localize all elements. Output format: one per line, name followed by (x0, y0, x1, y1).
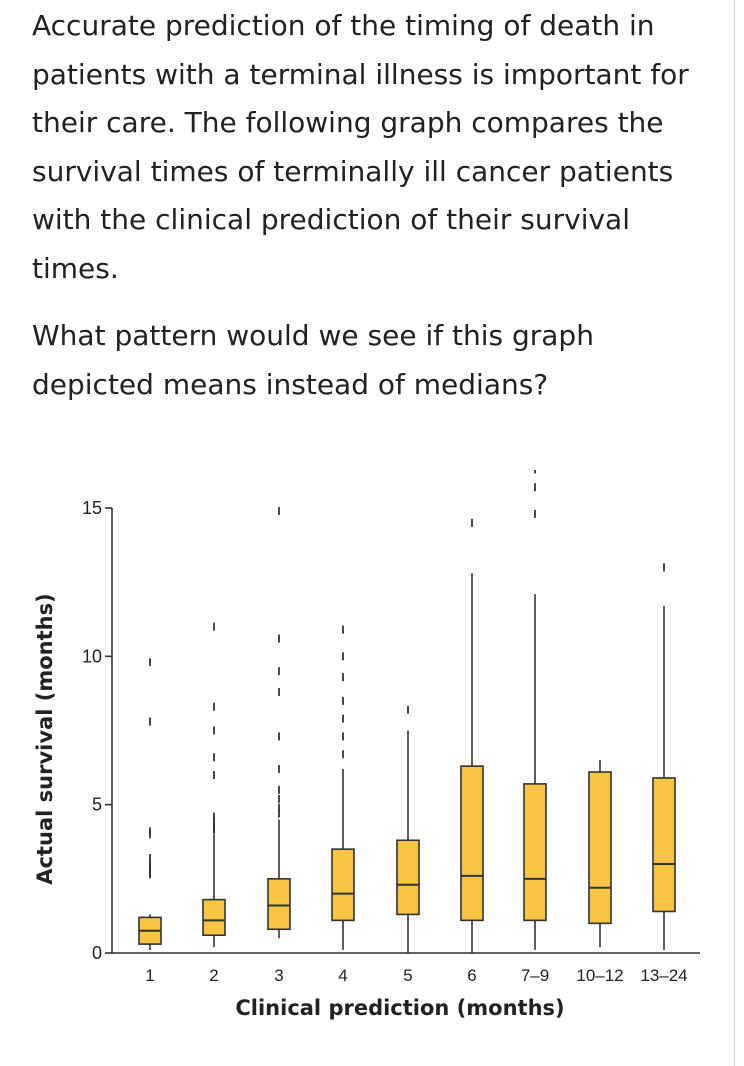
x-tick-label: 3 (274, 966, 283, 985)
chart-boxes (138, 470, 676, 953)
x-axis-title: Clinical prediction (months) (235, 996, 564, 1020)
x-tick-label: 1 (145, 966, 154, 985)
y-axis-title: Actual survival (months) (33, 593, 57, 884)
iqr-box (523, 783, 547, 922)
y-tick-label: 0 (92, 943, 102, 963)
x-tick-label: 5 (403, 966, 412, 985)
x-tick-label: 6 (467, 966, 476, 985)
y-tick-label: 15 (82, 498, 102, 518)
iqr-box (396, 839, 420, 916)
iqr-box (267, 878, 291, 931)
y-tick-label: 10 (82, 646, 102, 666)
iqr-box (202, 898, 226, 937)
x-tick-label: 10–12 (576, 966, 623, 985)
x-tick-label: 7–9 (521, 966, 549, 985)
iqr-box (652, 777, 676, 913)
chart-axes: 0 5 10 15 1 2 3 4 5 6 7–9 10–12 13–24 (82, 498, 700, 985)
y-tick-label: 5 (92, 795, 102, 815)
iqr-box (588, 771, 612, 925)
page-border (734, 0, 735, 1066)
iqr-box (460, 765, 484, 922)
x-tick-label: 2 (209, 966, 218, 985)
box-plot-chart: 0 5 10 15 1 2 3 4 5 6 7–9 10–12 13–24 Actual surviva… (33, 470, 700, 1020)
x-tick-label: 13–24 (640, 966, 687, 985)
question-paragraph-1: Accurate prediction of the timing of dea… (32, 9, 689, 285)
question-paragraph-2: What pattern would we see if this graph … (32, 319, 594, 401)
iqr-box (331, 848, 355, 922)
x-tick-label: 4 (338, 966, 347, 985)
